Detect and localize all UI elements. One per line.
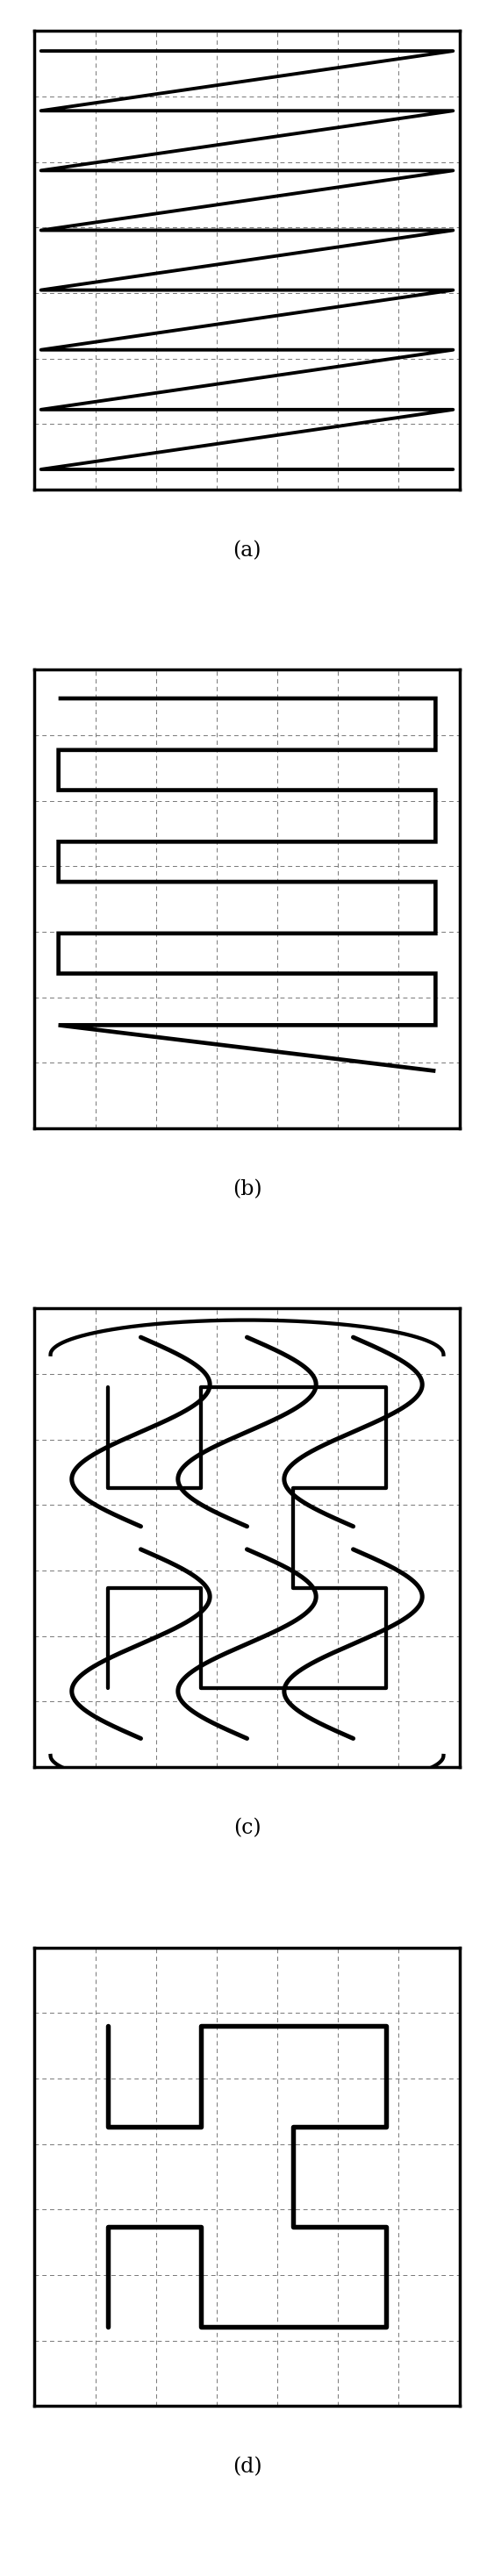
Text: (d): (d) (232, 2458, 262, 2478)
Text: (a): (a) (233, 541, 261, 562)
Text: (b): (b) (232, 1180, 262, 1200)
Text: (c): (c) (233, 1819, 261, 1839)
